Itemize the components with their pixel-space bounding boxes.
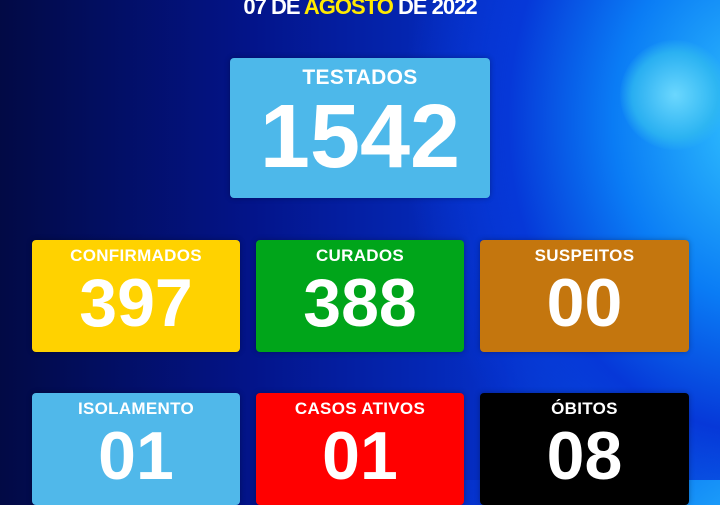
curados-card: CURADOS 388: [256, 240, 464, 352]
suspeitos-card: SUSPEITOS 00: [480, 240, 689, 352]
testados-card: TESTADOS 1542: [230, 58, 490, 198]
confirmados-card: CONFIRMADOS 397: [32, 240, 240, 352]
virus-icon: [620, 40, 720, 150]
date-heading: 07 DE AGOSTO DE 2022: [243, 0, 477, 19]
casos-ativos-card: CASOS ATIVOS 01: [256, 393, 464, 505]
isolamento-card: ISOLAMENTO 01: [32, 393, 240, 505]
obitos-card: ÓBITOS 08: [480, 393, 689, 505]
